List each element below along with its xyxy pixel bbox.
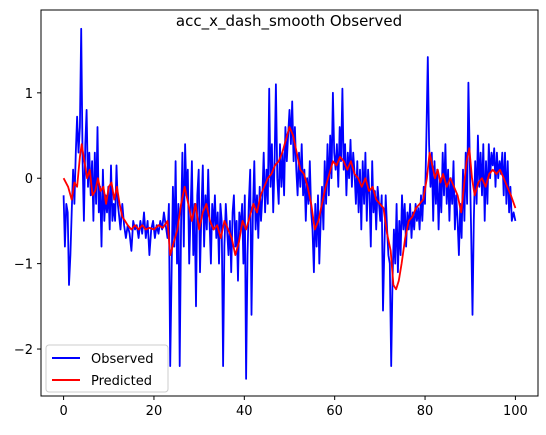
x-axis: 0 20 40 60 80 100 [59, 396, 528, 419]
axes-frame [40, 9, 539, 397]
y-tick-label: −1 [14, 258, 33, 273]
x-tick-label: 80 [417, 404, 434, 419]
y-tick-label: −2 [14, 343, 33, 358]
y-tick-label: 1 [25, 87, 33, 102]
y-tick-label: 0 [25, 172, 33, 187]
chart-title: acc_x_dash_smooth Observed [176, 12, 402, 31]
series-line-observed [62, 27, 517, 380]
y-axis: −2 −1 0 1 [14, 87, 41, 358]
plot-area [40, 9, 539, 397]
legend-label-observed: Observed [91, 352, 154, 367]
series-line-predicted [62, 126, 517, 291]
legend: Observed Predicted [45, 344, 169, 393]
x-tick-label: 40 [236, 404, 253, 419]
x-tick-label: 20 [146, 404, 163, 419]
x-tick-label: 0 [59, 404, 67, 419]
legend-label-predicted: Predicted [91, 374, 152, 389]
x-tick-label: 100 [503, 404, 528, 419]
x-tick-label: 60 [326, 404, 343, 419]
series-layer [62, 27, 517, 380]
